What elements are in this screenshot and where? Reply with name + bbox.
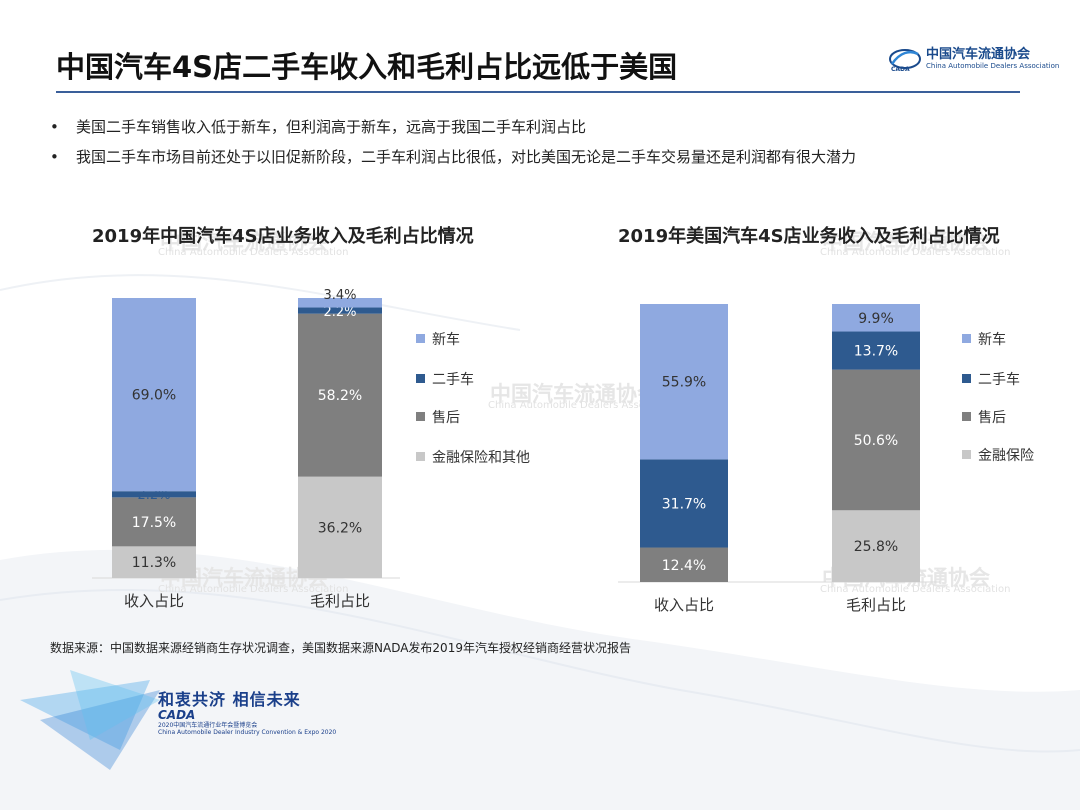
legend-label: 售后 <box>432 410 460 426</box>
watermark-english-text: China Automobile Dealers Association <box>820 584 1011 595</box>
bar-segment <box>112 298 196 492</box>
chart-title-usa: 2019年美国汽车4S店业务收入及毛利占比情况 <box>618 226 1000 247</box>
watermark-english-text: China Automobile Dealers Association <box>158 584 349 595</box>
chart-title-china: 2019年中国汽车4S店业务收入及毛利占比情况 <box>92 226 474 247</box>
bar-segment <box>298 313 382 477</box>
bar-segment <box>298 476 382 578</box>
footer-expo-info: 2020中国汽车流通行业年会暨博览会 China Automobile Deal… <box>158 722 336 736</box>
bullet-text: 美国二手车销售收入低于新车，但利润高于新车，远高于我国二手车利润占比 <box>76 118 587 136</box>
bullet-item: • 美国二手车销售收入低于新车，但利润高于新车，远高于我国二手车利润占比 <box>50 112 856 142</box>
bullet-dot-icon: • <box>50 118 59 136</box>
bar-segment <box>112 497 196 547</box>
legend-swatch <box>416 412 425 421</box>
bar-segment <box>640 547 728 582</box>
bar-segment <box>832 331 920 370</box>
bar-segment <box>832 304 920 332</box>
watermark-text: 中国汽车流通协会 <box>822 229 990 254</box>
data-label: 55.9% <box>662 375 706 391</box>
category-label: 毛利占比 <box>846 596 906 614</box>
legend-swatch <box>962 412 971 421</box>
bar-segment <box>640 459 728 548</box>
data-label: 11.3% <box>132 555 176 571</box>
watermark-text: 中国汽车流通协会 <box>490 381 658 406</box>
bar-segment <box>298 298 382 308</box>
legend-swatch <box>962 374 971 383</box>
footer-slogan: 和衷共济 相信未来 <box>158 690 301 709</box>
legend-label: 新车 <box>432 331 460 348</box>
watermark-english-text: China Automobile Dealers Association <box>488 400 679 411</box>
bar-segment <box>640 304 728 460</box>
data-label: 69.0% <box>132 388 176 404</box>
data-label: 12.4% <box>662 558 706 574</box>
bullet-text: 我国二手车市场目前还处于以旧促新阶段，二手车利润占比很低，对比美国无论是二手车交… <box>76 148 857 166</box>
svg-text:CADA: CADA <box>891 66 910 72</box>
logo-english-name: China Automobile Dealers Association <box>926 61 1060 70</box>
legend-label: 金融保险 <box>978 448 1034 464</box>
bullet-list: • 美国二手车销售收入低于新车，但利润高于新车，远高于我国二手车利润占比 • 我… <box>50 112 856 172</box>
page-title: 中国汽车4S店二手车收入和毛利占比远低于美国 <box>56 50 678 84</box>
data-label: 50.6% <box>854 433 898 449</box>
legend-swatch <box>962 450 971 459</box>
data-label: 31.7% <box>662 496 706 512</box>
legend-label: 金融保险和其他 <box>432 450 530 466</box>
category-label: 收入占比 <box>124 592 184 610</box>
data-label: 25.8% <box>854 539 898 555</box>
category-label: 收入占比 <box>654 596 714 614</box>
watermark-english-text: China Automobile Dealers Association <box>820 247 1011 258</box>
legend-label: 售后 <box>978 410 1006 426</box>
bar-segment <box>832 510 920 582</box>
association-emblem-icon: CADA <box>889 49 921 72</box>
legend-label: 新车 <box>978 331 1006 348</box>
legend-swatch <box>962 334 971 343</box>
association-logo: CADA 中国汽车流通协会 China Automobile Dealers A… <box>888 46 1059 72</box>
data-label: 17.5% <box>132 515 176 531</box>
data-source-note: 数据来源：中国数据来源经销商生存状况调查，美国数据来源NADA发布2019年汽车… <box>50 641 631 655</box>
watermark-english-text: China Automobile Dealers Association <box>158 247 349 258</box>
bar-segment <box>298 307 382 314</box>
data-label: 9.9% <box>858 311 894 327</box>
data-label: 36.2% <box>318 520 362 536</box>
legend-swatch <box>416 452 425 461</box>
data-label: 2.2% <box>137 488 170 503</box>
data-label: 2.2% <box>323 305 356 320</box>
legend-label: 二手车 <box>432 371 474 388</box>
title-divider <box>56 91 1020 93</box>
bar-segment <box>112 491 196 498</box>
watermark-text: 中国汽车流通协会 <box>160 229 328 254</box>
legend-label: 二手车 <box>978 371 1020 388</box>
bar-segment <box>832 369 920 511</box>
legend-swatch <box>416 334 425 343</box>
legend-swatch <box>416 374 425 383</box>
bullet-item: • 我国二手车市场目前还处于以旧促新阶段，二手车利润占比很低，对比美国无论是二手… <box>50 142 856 172</box>
bullet-dot-icon: • <box>50 148 59 166</box>
data-label: 58.2% <box>318 388 362 404</box>
data-label: 13.7% <box>854 344 898 360</box>
footer-brand: CADA <box>158 708 196 722</box>
footer-expo-line2: China Automobile Dealer Industry Convent… <box>158 729 337 736</box>
bar-segment <box>112 546 196 578</box>
category-label: 毛利占比 <box>310 592 370 610</box>
data-label: 3.4% <box>323 288 356 303</box>
logo-name: 中国汽车流通协会 <box>926 46 1031 62</box>
footer-expo-line1: 2020中国汽车流通行业年会暨博览会 <box>158 722 258 729</box>
